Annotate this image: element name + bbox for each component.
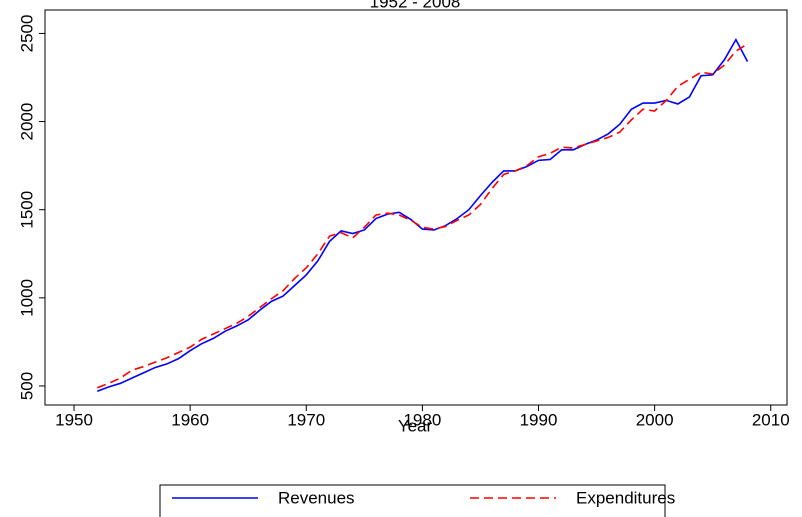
line-series [96,37,749,392]
x-tick-label: 1990 [520,410,558,429]
y-tick-label: 1500 [17,191,36,229]
y-tick-label: 1000 [17,279,36,317]
x-tick-label: 1960 [171,410,209,429]
x-tick-label: 2010 [752,410,790,429]
legend-label: Revenues [278,488,355,507]
y-tick-label: 500 [17,372,36,400]
legend [159,484,666,517]
y-tick-label: 2000 [17,103,36,141]
plot-frame [44,9,788,406]
y-tick-label: 2500 [17,15,36,53]
line-series [96,43,748,389]
x-tick-label: 1970 [287,410,325,429]
legend-label: Expenditures [576,488,675,507]
x-axis-label: Year [398,416,433,435]
x-tick-label: 1980 [403,410,441,429]
chart-title: 1952 - 2008 [370,0,461,11]
x-tick-label: 2000 [636,410,674,429]
x-tick-label: 1950 [55,410,93,429]
